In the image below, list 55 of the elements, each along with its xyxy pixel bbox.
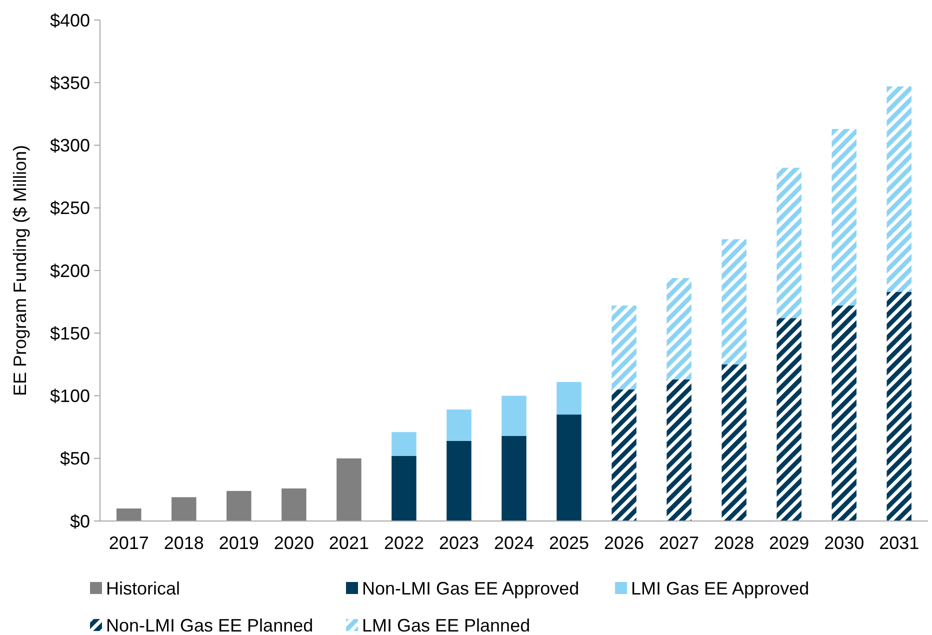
y-tick-label: $250 — [50, 198, 90, 218]
bar — [886, 86, 912, 292]
x-tick-label: 2021 — [328, 533, 369, 553]
bar — [446, 410, 472, 441]
bar — [392, 456, 416, 521]
bar — [666, 379, 692, 521]
y-tick-label: $400 — [50, 10, 90, 30]
bar — [666, 278, 692, 380]
x-tick-label: 2028 — [714, 533, 754, 553]
bar — [776, 318, 802, 521]
y-tick-label: $200 — [50, 260, 90, 281]
bar — [282, 488, 306, 521]
y-tick-label: $150 — [50, 323, 90, 344]
x-tick-label: 2022 — [384, 533, 424, 553]
bar — [392, 432, 416, 456]
x-tick-label: 2019 — [218, 533, 259, 553]
bar — [832, 306, 856, 521]
x-tick-label: 2030 — [824, 533, 864, 553]
y-tick-label: $350 — [50, 72, 90, 93]
bar — [336, 458, 362, 521]
bar — [776, 168, 802, 318]
legend-label: Historical — [106, 578, 180, 598]
x-tick-label: 2025 — [548, 533, 590, 553]
bar — [886, 292, 912, 521]
x-tick-label: 2017 — [108, 533, 149, 553]
x-tick-label: 2029 — [769, 533, 810, 553]
x-tick-label: 2024 — [494, 533, 534, 553]
bar — [722, 239, 746, 364]
bar — [116, 508, 142, 521]
bar — [446, 440, 472, 521]
bar — [612, 389, 636, 521]
x-tick-label: 2023 — [438, 533, 480, 553]
bar — [722, 364, 746, 521]
legend-label: LMI Gas EE Approved — [631, 578, 810, 598]
legend-label: LMI Gas EE Planned — [362, 615, 530, 635]
x-tick-label: 2026 — [604, 533, 644, 553]
y-tick-label: $100 — [50, 386, 90, 406]
y-tick-label: $300 — [50, 136, 90, 156]
x-tick-label: 2027 — [659, 533, 700, 553]
y-tick-label: $50 — [60, 448, 90, 469]
bar — [556, 382, 582, 415]
bar — [612, 306, 636, 390]
x-tick-label: 2018 — [164, 533, 204, 553]
legend-label: Non-LMI Gas EE Planned — [106, 615, 314, 635]
bar — [556, 414, 582, 521]
x-tick-label: 2020 — [274, 533, 314, 553]
bar — [226, 490, 252, 521]
x-tick-label: 2031 — [879, 533, 920, 553]
y-axis-title: EE Program Funding ($ Million) — [10, 144, 30, 396]
y-tick-label: $0 — [70, 511, 90, 532]
bar — [502, 436, 526, 521]
bar — [502, 396, 526, 436]
bar — [172, 497, 196, 521]
legend-label: Non-LMI Gas EE Approved — [362, 578, 580, 598]
bar — [832, 128, 856, 306]
